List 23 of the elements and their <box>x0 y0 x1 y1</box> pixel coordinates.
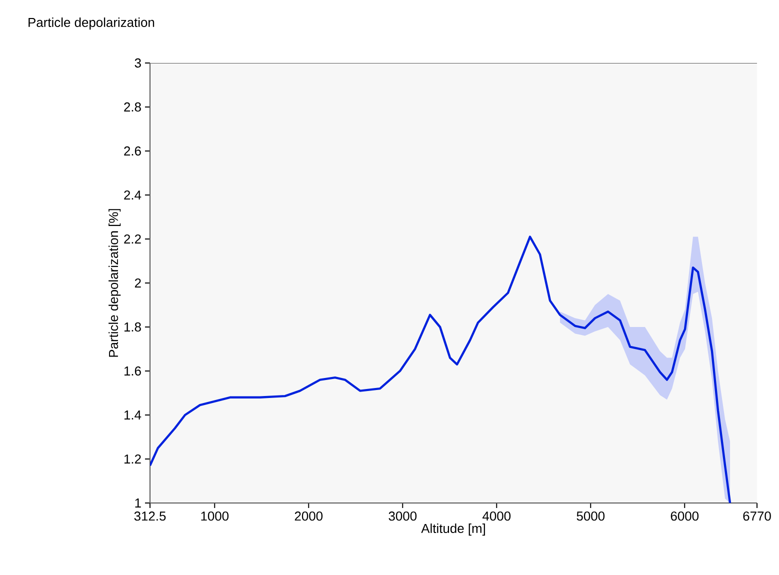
x-tick-label: 2000 <box>294 512 323 521</box>
y-tick-label: 2.8 <box>124 102 141 112</box>
y-tick-label: 2 <box>134 278 141 288</box>
y-tick-label: 3 <box>134 58 141 68</box>
x-tick-label: 5000 <box>576 512 605 521</box>
y-tick-label: 1.4 <box>124 410 142 420</box>
y-tick-label: 1.2 <box>124 454 141 464</box>
x-tick-label: 4000 <box>482 512 511 521</box>
y-axis-title: Particle depolarization [%] <box>108 209 121 357</box>
y-tick-label: 1.6 <box>124 366 141 376</box>
x-axis-title: Altitude [m] <box>421 524 485 536</box>
y-tick-label: 1 <box>135 498 141 508</box>
x-tick-label: 3000 <box>388 512 417 521</box>
chart-title: Particle depolarization <box>28 18 154 30</box>
x-tick-label: 6000 <box>670 512 699 521</box>
line-series <box>150 236 732 503</box>
y-tick-label: 2.2 <box>124 234 141 244</box>
y-tick-label: 1.8 <box>124 322 141 332</box>
x-tick-label: 1000 <box>201 512 229 521</box>
y-tick-label: 2.4 <box>124 190 142 200</box>
x-tick-label: 6770 <box>743 512 771 521</box>
x-tick-label: 312.5 <box>134 512 166 521</box>
y-tick-label: 2.6 <box>124 146 141 156</box>
